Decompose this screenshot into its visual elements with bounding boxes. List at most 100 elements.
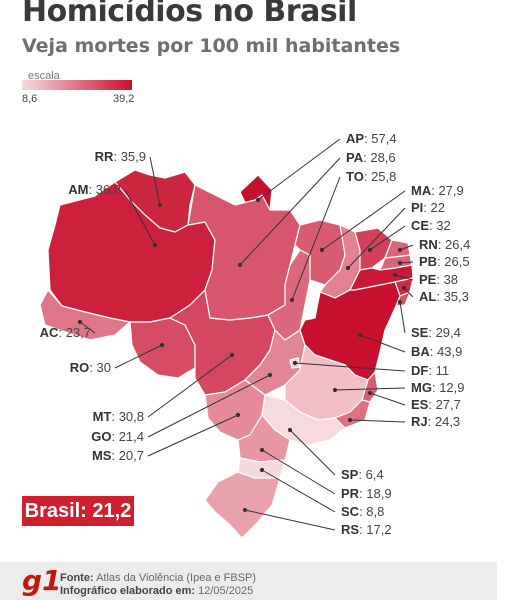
state-value: 43,9 bbox=[437, 344, 462, 359]
state-code: ES bbox=[411, 397, 429, 412]
leader-dot-sc bbox=[259, 467, 265, 473]
state-label-pa: PA: 28,6 bbox=[346, 150, 396, 165]
leader-line-to bbox=[291, 176, 341, 301]
state-value: 24,3 bbox=[435, 414, 460, 429]
leader-line-es bbox=[369, 392, 406, 406]
leader-line-ap bbox=[257, 138, 341, 201]
state-code: CE bbox=[411, 218, 429, 233]
leader-line-sc bbox=[261, 469, 336, 513]
leader-line-rj bbox=[349, 419, 406, 423]
state-code: AL bbox=[419, 289, 436, 304]
leader-dot-rj bbox=[347, 417, 353, 423]
state-label-sc: SC: 8,8 bbox=[341, 504, 384, 519]
state-value: 20,7 bbox=[119, 448, 144, 463]
state-code: RJ bbox=[411, 414, 428, 429]
footer: g1 Fonte: Atlas da Violência (Ipea e FBS… bbox=[0, 562, 497, 600]
state-label-es: ES: 27,7 bbox=[411, 397, 461, 412]
state-value: 57,4 bbox=[371, 131, 396, 146]
state-code: MA bbox=[411, 183, 432, 198]
state-value: 27,9 bbox=[438, 183, 463, 198]
leader-dot-ro bbox=[159, 342, 165, 348]
state-value: 11 bbox=[436, 363, 450, 378]
leader-dot-al bbox=[401, 285, 407, 291]
state-value: 32 bbox=[436, 218, 450, 233]
state-label-mg: MG: 12,9 bbox=[411, 380, 465, 395]
made-label: Infográfico elaborado em: bbox=[60, 585, 196, 597]
leader-line-ce bbox=[369, 225, 406, 251]
leader-dot-es bbox=[367, 390, 373, 396]
state-label-go: GO: 21,4 bbox=[91, 429, 144, 444]
state-code: RN bbox=[419, 237, 438, 252]
leader-line-df bbox=[294, 362, 406, 372]
state-value: 21,4 bbox=[119, 429, 144, 444]
leader-dot-ma bbox=[319, 247, 325, 253]
leader-dot-ms bbox=[235, 412, 241, 418]
state-label-pb: PB: 26,5 bbox=[419, 254, 470, 269]
leader-line-sp bbox=[289, 429, 336, 476]
state-value: 30 bbox=[97, 360, 111, 375]
state-label-df: DF: 11 bbox=[411, 363, 449, 378]
leader-dot-mt bbox=[229, 352, 235, 358]
state-code: MT bbox=[93, 409, 112, 424]
state-value: 29,4 bbox=[436, 325, 461, 340]
state-label-am: AM: 36,8 bbox=[68, 182, 121, 197]
state-label-al: AL: 35,3 bbox=[419, 289, 469, 304]
leader-dot-rn bbox=[397, 247, 403, 253]
state-value: 36,8 bbox=[96, 182, 121, 197]
state-label-ms: MS: 20,7 bbox=[92, 448, 144, 463]
state-region-ac bbox=[39, 289, 131, 341]
state-value: 27,7 bbox=[436, 397, 461, 412]
state-value: 12,9 bbox=[439, 380, 464, 395]
leader-line-pa bbox=[239, 157, 341, 266]
state-value: 38 bbox=[444, 272, 458, 287]
state-region-rs bbox=[204, 471, 281, 539]
state-value: 28,6 bbox=[370, 150, 395, 165]
leader-dot-ba bbox=[357, 332, 363, 338]
leader-dot-se bbox=[397, 299, 403, 305]
state-code: RS bbox=[341, 522, 359, 537]
state-value: 22 bbox=[431, 200, 445, 215]
state-label-rs: RS: 17,2 bbox=[341, 522, 392, 537]
leader-dot-ac bbox=[77, 319, 83, 325]
state-label-ba: BA: 43,9 bbox=[411, 344, 462, 359]
scale-gradient-bar bbox=[22, 80, 132, 90]
state-code: PE bbox=[419, 272, 437, 287]
state-label-ro: RO: 30 bbox=[70, 360, 111, 375]
state-label-ma: MA: 27,9 bbox=[411, 183, 464, 198]
state-code: SP bbox=[341, 467, 359, 482]
state-code: SC bbox=[341, 504, 360, 519]
state-label-ap: AP: 57,4 bbox=[346, 131, 397, 146]
state-code: DF bbox=[411, 363, 428, 378]
leader-line-ac bbox=[79, 321, 96, 334]
state-code: AM bbox=[68, 182, 88, 197]
state-label-se: SE: 29,4 bbox=[411, 325, 461, 340]
scale-label: escala bbox=[28, 70, 60, 82]
state-region-ce bbox=[354, 227, 393, 271]
leader-line-pr bbox=[261, 449, 336, 495]
scale-max: 39,2 bbox=[113, 93, 135, 105]
state-label-pr: PR: 18,9 bbox=[341, 486, 392, 501]
state-value: 35,3 bbox=[444, 289, 469, 304]
leader-dot-ce bbox=[367, 247, 373, 253]
leader-line-pe bbox=[394, 274, 414, 281]
leader-dot-pa bbox=[237, 262, 243, 268]
state-value: 6,4 bbox=[366, 467, 384, 482]
state-value: 25,8 bbox=[371, 169, 396, 184]
g1-logo: g1 bbox=[22, 564, 62, 597]
leader-line-pi bbox=[347, 207, 406, 269]
leader-line-al bbox=[403, 287, 414, 298]
source-text: Atlas da Violência (Ipea e FBSP) bbox=[96, 572, 257, 584]
source-label: Fonte: bbox=[60, 572, 94, 584]
state-value: 35,9 bbox=[121, 149, 146, 164]
leader-dot-pe bbox=[392, 272, 398, 278]
state-label-sp: SP: 6,4 bbox=[341, 467, 384, 482]
state-code: MS bbox=[92, 448, 112, 463]
leader-line-mt bbox=[147, 354, 233, 418]
leader-dot-mg bbox=[332, 387, 338, 393]
leader-line-ba bbox=[359, 334, 406, 353]
state-label-rn: RN: 26,4 bbox=[419, 237, 470, 252]
leader-line-am bbox=[124, 189, 156, 246]
leader-line-rs bbox=[244, 509, 336, 531]
leader-dot-pi bbox=[345, 265, 351, 271]
